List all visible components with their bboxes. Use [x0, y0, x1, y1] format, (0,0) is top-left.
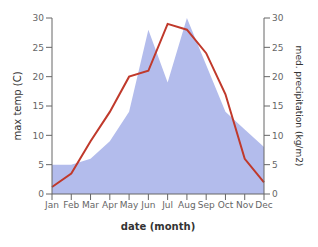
svg-text:5: 5: [272, 160, 278, 170]
svg-text:15: 15: [33, 101, 44, 111]
svg-text:May: May: [120, 200, 139, 210]
svg-text:Apr: Apr: [102, 200, 118, 210]
svg-text:Jul: Jul: [161, 200, 173, 210]
svg-text:20: 20: [33, 72, 45, 82]
svg-text:Sep: Sep: [198, 200, 215, 210]
svg-text:Feb: Feb: [63, 200, 79, 210]
svg-text:20: 20: [272, 72, 284, 82]
svg-text:25: 25: [272, 43, 283, 53]
svg-text:Nov: Nov: [236, 200, 254, 210]
svg-text:5: 5: [38, 160, 44, 170]
svg-text:Aug: Aug: [178, 200, 196, 210]
svg-text:max temp (C): max temp (C): [12, 71, 23, 140]
svg-text:Jan: Jan: [44, 200, 59, 210]
svg-text:med. precipitation (kg/m2): med. precipitation (kg/m2): [294, 46, 304, 167]
svg-text:0: 0: [38, 189, 44, 199]
svg-text:10: 10: [33, 131, 45, 141]
svg-text:Mar: Mar: [82, 200, 99, 210]
svg-text:0: 0: [272, 189, 278, 199]
svg-text:15: 15: [272, 101, 283, 111]
svg-text:date (month): date (month): [121, 221, 195, 232]
svg-text:Oct: Oct: [218, 200, 234, 210]
svg-text:30: 30: [33, 13, 45, 23]
svg-text:Dec: Dec: [255, 200, 272, 210]
svg-text:30: 30: [272, 13, 284, 23]
svg-text:Jun: Jun: [140, 200, 155, 210]
svg-text:10: 10: [272, 131, 284, 141]
svg-text:25: 25: [33, 43, 44, 53]
